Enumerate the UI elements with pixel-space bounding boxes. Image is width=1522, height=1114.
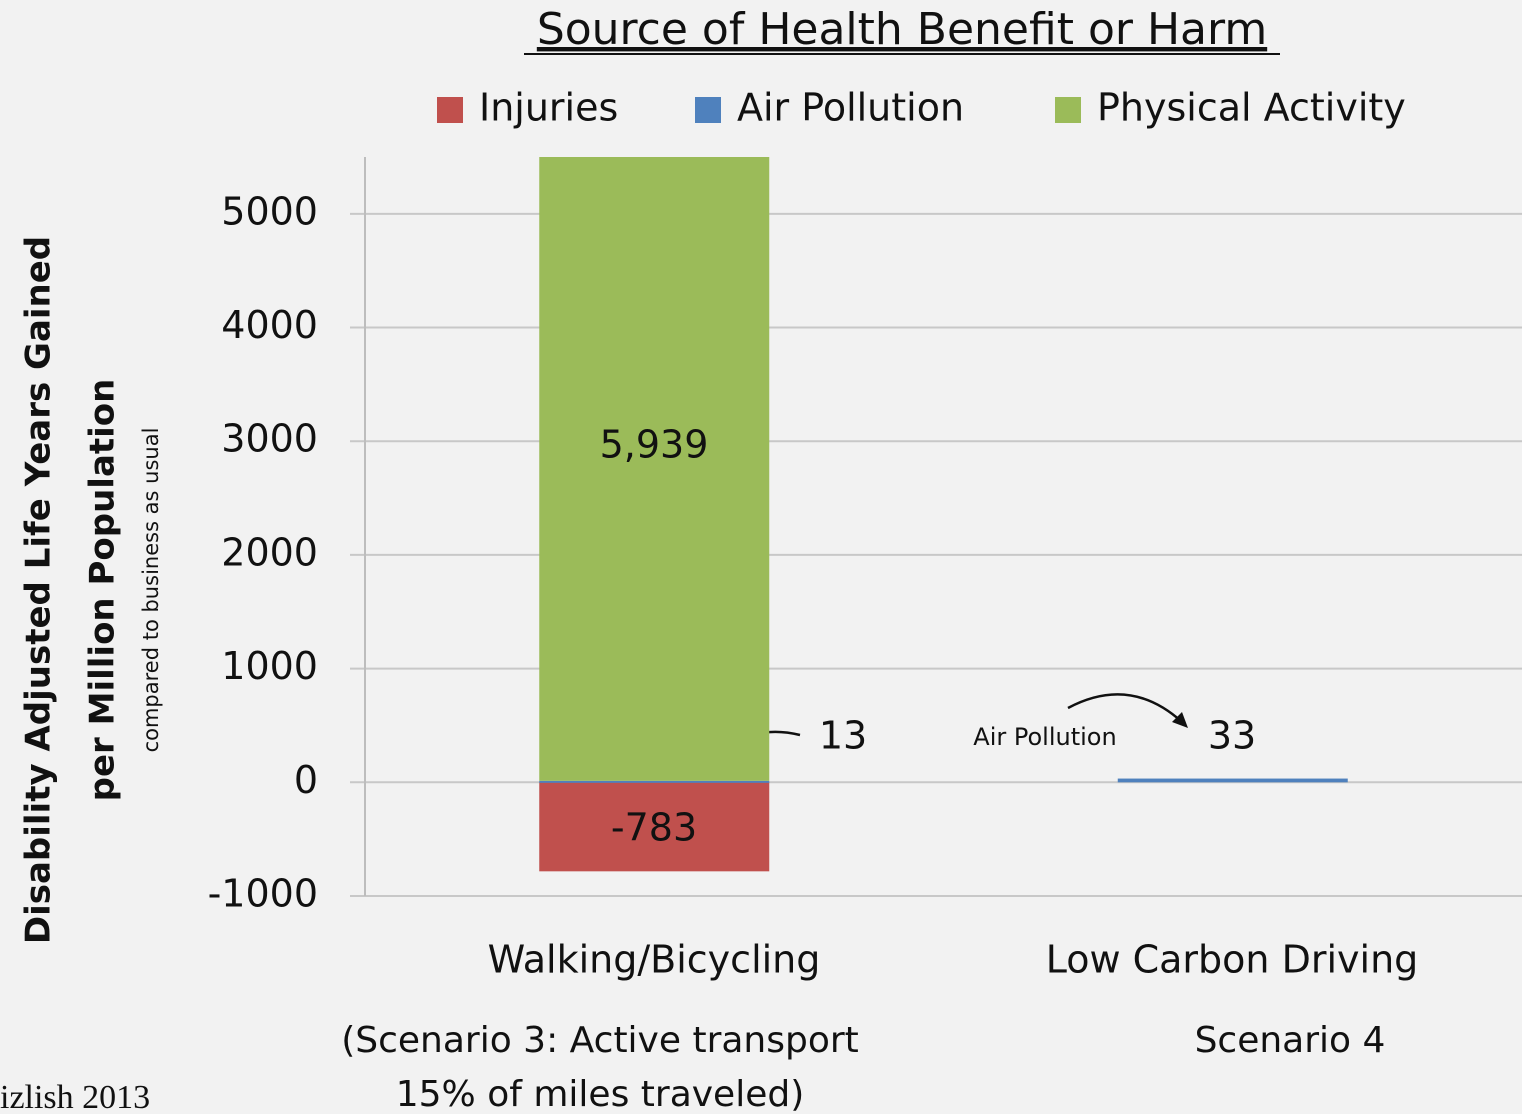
arrow xyxy=(1067,693,1183,723)
bar-segment xyxy=(539,780,770,783)
source: izlish 2013 xyxy=(0,1079,150,1114)
y-tick-label: 5000 xyxy=(221,189,318,233)
category-note: Scenario 4 xyxy=(1195,1020,1386,1061)
y-axis-label: per Million Population xyxy=(83,379,123,802)
chart-title: Source of Health Benefit or Harm xyxy=(537,4,1267,55)
annotation: Air Pollution xyxy=(973,723,1116,751)
bar-segment xyxy=(539,157,770,781)
y-tick-label: 4000 xyxy=(221,303,318,347)
legend-swatch xyxy=(1055,97,1081,123)
legend-label: Physical Activity xyxy=(1097,86,1406,130)
bar-segment xyxy=(1117,778,1348,783)
data-label: 13 xyxy=(819,714,867,758)
bar-segment xyxy=(539,782,770,872)
data-label: 5,939 xyxy=(600,423,709,467)
y-axis-label: compared to business as usual xyxy=(139,428,163,753)
y-tick-label: 3000 xyxy=(221,417,318,461)
category-note: (Scenario 3: Active transport xyxy=(341,1020,859,1061)
data-label: -783 xyxy=(611,806,697,850)
arrowhead xyxy=(1172,712,1188,728)
legend-swatch xyxy=(437,97,463,123)
y-tick-label: 0 xyxy=(294,758,318,802)
legend-label: Air Pollution xyxy=(737,86,964,130)
x-tick-label: Walking/Bicycling xyxy=(488,938,821,982)
data-label: 33 xyxy=(1208,714,1256,758)
category-note: 15% of miles traveled) xyxy=(396,1074,805,1114)
y-tick-label: 1000 xyxy=(221,644,318,688)
plot xyxy=(539,157,1348,872)
y-tick-label: 2000 xyxy=(221,530,318,574)
legend-label: Injuries xyxy=(479,86,618,130)
y-tick-label: -1000 xyxy=(208,872,318,916)
y-axis-label: Disability Adjusted Life Years Gained xyxy=(19,236,59,944)
x-tick-label: Low Carbon Driving xyxy=(1046,938,1419,982)
legend-swatch xyxy=(695,97,721,123)
